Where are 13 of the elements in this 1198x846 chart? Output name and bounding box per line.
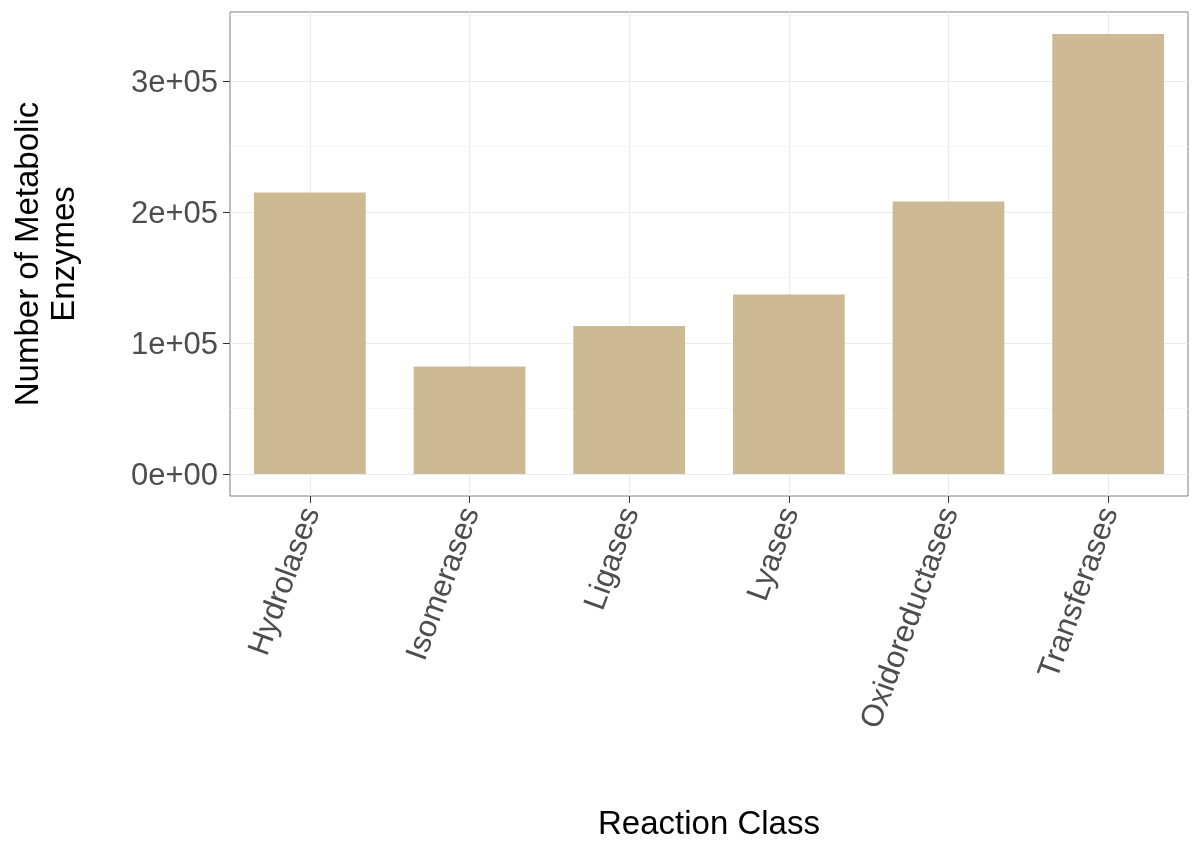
bar bbox=[573, 326, 686, 474]
y-tick-label: 3e+05 bbox=[130, 63, 218, 99]
bar bbox=[732, 294, 845, 474]
y-axis-title: Number of Metabolic Enzymes bbox=[7, 101, 81, 407]
x-tick-label: Lyases bbox=[739, 502, 806, 606]
bar bbox=[413, 366, 526, 474]
y-tick-label: 1e+05 bbox=[130, 325, 218, 361]
bar bbox=[1052, 34, 1165, 474]
y-tick-label: 0e+00 bbox=[130, 456, 218, 492]
x-axis-title: Reaction Class bbox=[598, 804, 820, 841]
y-tick-label: 2e+05 bbox=[130, 194, 218, 230]
bar bbox=[253, 192, 366, 474]
bar bbox=[892, 201, 1005, 474]
